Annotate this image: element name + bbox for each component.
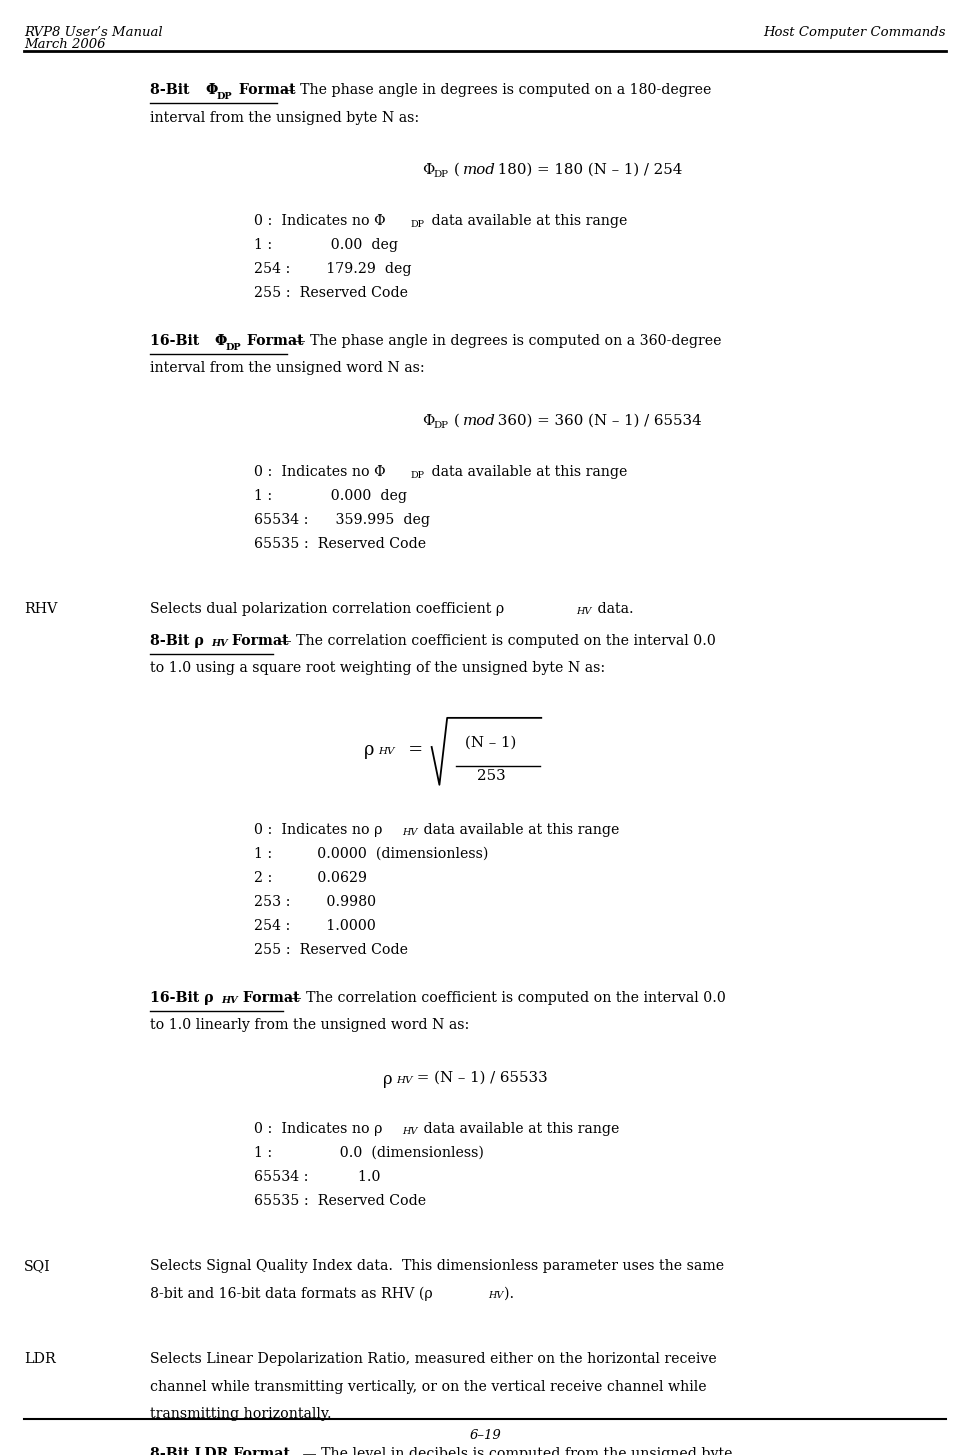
Text: HV: HV [487,1291,503,1301]
Text: 0 :  Indicates no ρ: 0 : Indicates no ρ [254,822,382,837]
Text: — The phase angle in degrees is computed on a 360-degree: — The phase angle in degrees is computed… [287,333,721,348]
Text: RHV: RHV [24,602,57,617]
Text: DP: DP [433,420,448,431]
Text: — The correlation coefficient is computed on the interval 0.0: — The correlation coefficient is compute… [272,633,715,647]
Text: data available at this range: data available at this range [419,822,619,837]
Text: LDR: LDR [24,1352,56,1366]
Text: HV: HV [211,639,228,649]
Text: channel while transmitting vertically, or on the vertical receive channel while: channel while transmitting vertically, o… [150,1379,706,1394]
Text: mod: mod [462,413,495,428]
Text: March 2006: March 2006 [24,38,106,51]
Text: HV: HV [395,1077,412,1085]
Text: 8-bit and 16-bit data formats as RHV (ρ: 8-bit and 16-bit data formats as RHV (ρ [150,1286,432,1301]
Text: (: ( [451,163,459,178]
Text: 65534 :      359.995  deg: 65534 : 359.995 deg [254,512,429,527]
Text: Selects Signal Quality Index data.  This dimensionless parameter uses the same: Selects Signal Quality Index data. This … [150,1259,724,1273]
Text: 255 :  Reserved Code: 255 : Reserved Code [254,943,408,956]
Text: 8-Bit LDR Format: 8-Bit LDR Format [150,1446,290,1455]
Text: DP: DP [410,470,423,480]
Text: 253 :        0.9980: 253 : 0.9980 [254,895,376,908]
Text: Φ: Φ [205,83,218,97]
Text: DP: DP [410,220,423,228]
Text: 1 :          0.0000  (dimensionless): 1 : 0.0000 (dimensionless) [254,847,488,860]
Text: — The phase angle in degrees is computed on a 180-degree: — The phase angle in degrees is computed… [277,83,711,97]
Text: ρ: ρ [363,741,374,760]
Text: Host Computer Commands: Host Computer Commands [763,26,945,39]
Text: Selects Linear Depolarization Ratio, measured either on the horizontal receive: Selects Linear Depolarization Ratio, mea… [150,1352,716,1366]
Text: ).: ). [504,1286,514,1301]
Text: to 1.0 using a square root weighting of the unsigned byte N as:: to 1.0 using a square root weighting of … [150,661,605,675]
Text: data available at this range: data available at this range [419,1122,619,1135]
Text: RVP8 User’s Manual: RVP8 User’s Manual [24,26,163,39]
Text: Φ: Φ [422,413,434,428]
Text: Format: Format [227,633,289,647]
Text: DP: DP [216,92,232,100]
Text: 1 :             0.000  deg: 1 : 0.000 deg [254,489,407,503]
Text: 65534 :           1.0: 65534 : 1.0 [254,1170,380,1183]
Text: to 1.0 linearly from the unsigned word N as:: to 1.0 linearly from the unsigned word N… [150,1018,469,1032]
Text: 0 :  Indicates no ρ: 0 : Indicates no ρ [254,1122,382,1135]
Text: 8-Bit: 8-Bit [150,83,195,97]
Text: 16-Bit ρ: 16-Bit ρ [150,991,213,1004]
Text: Format: Format [237,991,299,1004]
Text: transmitting horizontally.: transmitting horizontally. [150,1407,331,1422]
Text: HV: HV [402,1128,418,1136]
Text: 6–19: 6–19 [469,1429,500,1442]
Text: Φ: Φ [214,333,227,348]
Text: 180) = 180 (N – 1) / 254: 180) = 180 (N – 1) / 254 [492,163,681,178]
Text: mod: mod [462,163,495,178]
Text: =: = [396,741,422,760]
Text: 0 :  Indicates no Φ: 0 : Indicates no Φ [254,214,386,228]
Text: 1 :               0.0  (dimensionless): 1 : 0.0 (dimensionless) [254,1145,484,1160]
Text: HV: HV [378,746,394,757]
Text: 2 :          0.0629: 2 : 0.0629 [254,870,366,885]
Text: 16-Bit: 16-Bit [150,333,204,348]
Text: 254 :        1.0000: 254 : 1.0000 [254,918,376,933]
Text: HV: HV [402,828,418,838]
Text: 0 :  Indicates no Φ: 0 : Indicates no Φ [254,464,386,479]
Text: (: ( [451,413,459,428]
Text: 8-Bit ρ: 8-Bit ρ [150,633,203,647]
Text: interval from the unsigned word N as:: interval from the unsigned word N as: [150,361,424,375]
Text: 253: 253 [477,768,506,783]
Text: Format: Format [242,333,304,348]
Text: 255 :  Reserved Code: 255 : Reserved Code [254,285,408,300]
Text: — The level in decibels is computed from the unsigned byte: — The level in decibels is computed from… [297,1446,732,1455]
Text: 254 :        179.29  deg: 254 : 179.29 deg [254,262,411,276]
Text: — The correlation coefficient is computed on the interval 0.0: — The correlation coefficient is compute… [283,991,726,1004]
Text: 65535 :  Reserved Code: 65535 : Reserved Code [254,537,425,551]
Text: Selects dual polarization correlation coefficient ρ: Selects dual polarization correlation co… [150,602,504,617]
Text: data available at this range: data available at this range [426,464,627,479]
Text: SQI: SQI [24,1259,51,1273]
Text: HV: HV [576,607,591,615]
Text: (N – 1): (N – 1) [464,735,516,749]
Text: DP: DP [225,342,240,352]
Text: Φ: Φ [422,163,434,178]
Text: HV: HV [221,997,237,1005]
Text: 360) = 360 (N – 1) / 65534: 360) = 360 (N – 1) / 65534 [492,413,701,428]
Text: DP: DP [433,170,448,179]
Text: Format: Format [234,83,296,97]
Text: data.: data. [592,602,633,617]
Text: = (N – 1) / 65533: = (N – 1) / 65533 [412,1071,547,1084]
Text: data available at this range: data available at this range [426,214,627,228]
Text: 1 :             0.00  deg: 1 : 0.00 deg [254,237,397,252]
Text: ρ: ρ [383,1071,392,1088]
Text: 65535 :  Reserved Code: 65535 : Reserved Code [254,1193,425,1208]
Text: interval from the unsigned byte N as:: interval from the unsigned byte N as: [150,111,420,125]
